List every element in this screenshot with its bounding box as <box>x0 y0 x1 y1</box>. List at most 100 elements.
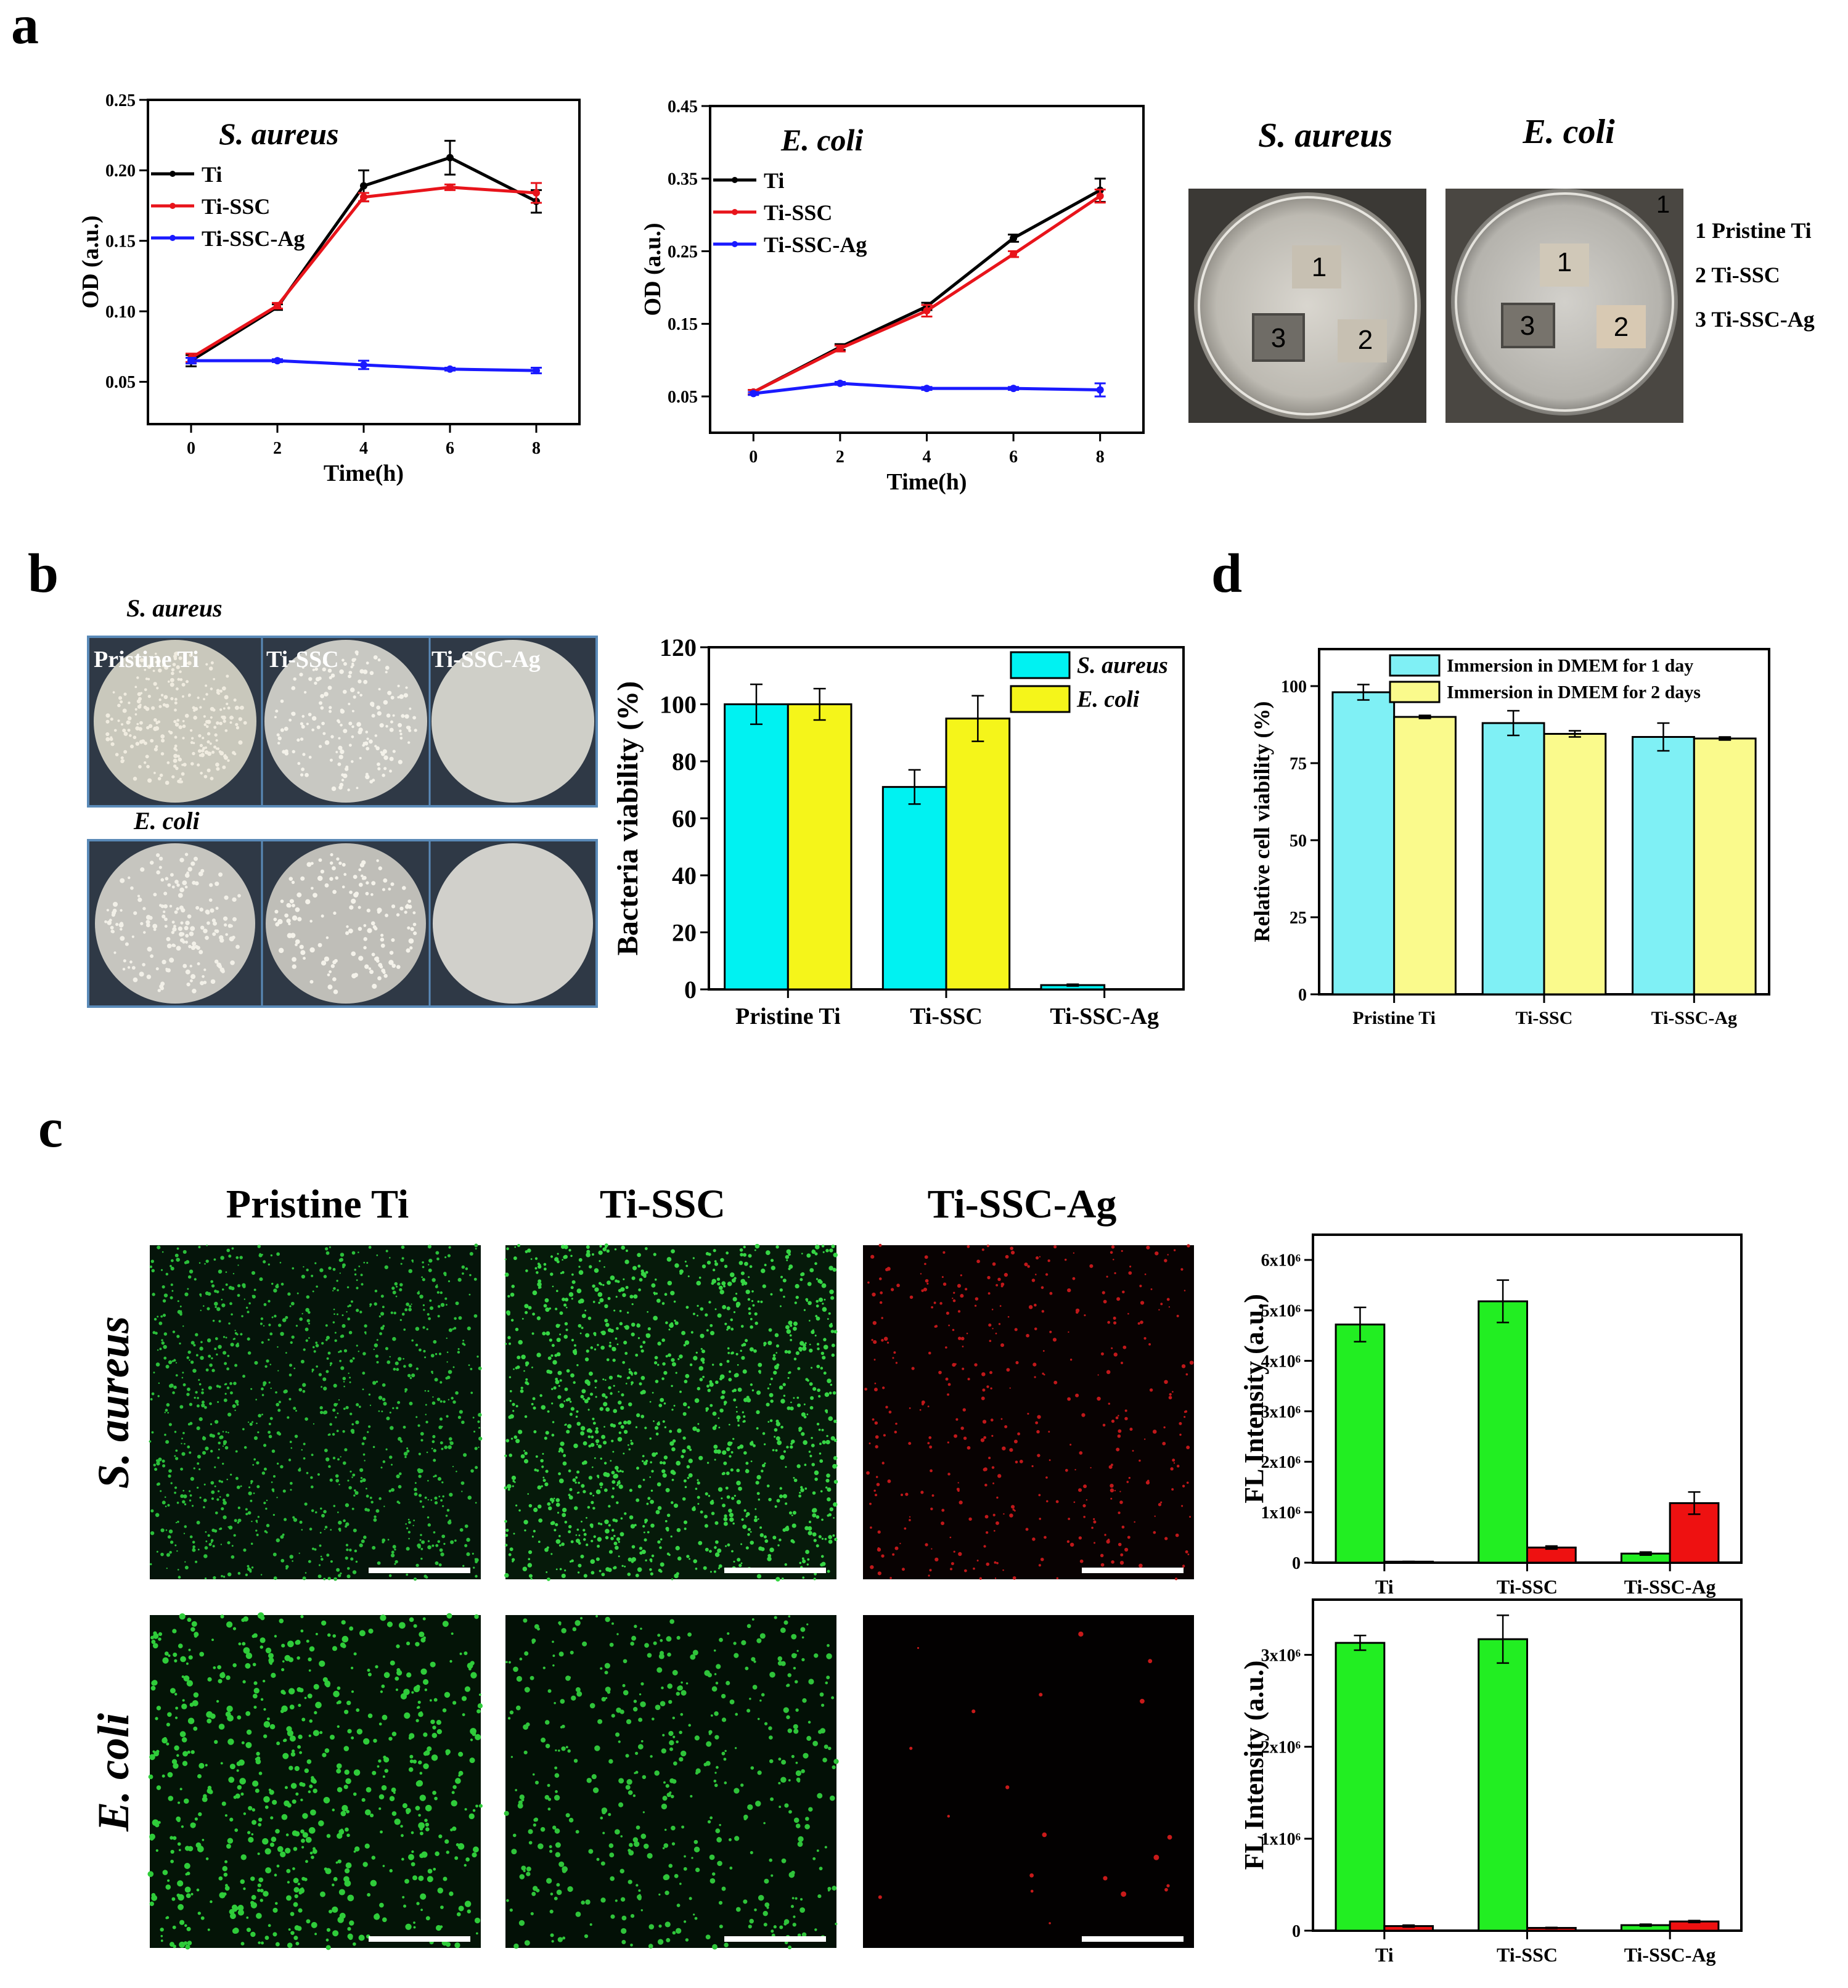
fluorescent-cell <box>189 1269 194 1274</box>
fluorescent-cell <box>271 1836 277 1843</box>
fluorescent-cell <box>420 1431 424 1436</box>
fluorescent-cell <box>696 1428 700 1433</box>
fluorescent-cell <box>928 1574 930 1577</box>
plate-rim <box>1198 196 1417 415</box>
fluorescent-cell <box>314 1711 317 1714</box>
fluorescent-cell <box>591 1466 594 1468</box>
fluorescent-cell <box>979 1577 983 1580</box>
fluorescent-cell <box>443 1400 446 1403</box>
fluorescent-cell <box>812 1513 817 1518</box>
fluorescent-cell <box>257 1516 260 1518</box>
fluorescent-cell <box>740 1562 743 1565</box>
fluorescent-cell <box>218 1679 223 1683</box>
fluorescent-cell <box>822 1757 827 1763</box>
colony <box>234 705 239 710</box>
fluorescent-cell <box>584 1399 589 1404</box>
fluorescent-cell <box>309 1851 313 1855</box>
fluorescent-cell <box>790 1401 792 1404</box>
fluorescent-cell <box>372 1446 375 1449</box>
fluorescent-cell <box>716 1277 721 1281</box>
fluorescent-cell <box>179 1613 186 1620</box>
fluorescent-cell <box>938 1370 942 1375</box>
fluorescent-cell <box>1119 1560 1124 1565</box>
colony <box>145 755 149 759</box>
colony <box>214 733 218 737</box>
fluorescent-cell <box>249 1422 253 1426</box>
colony <box>158 698 161 702</box>
fluorescent-cell <box>809 1348 813 1353</box>
fluorescent-cell <box>629 1843 633 1847</box>
colony <box>305 772 309 777</box>
fluorescent-cell <box>613 1309 616 1312</box>
fluorescent-cell <box>682 1412 687 1416</box>
fluorescent-cell <box>618 1802 624 1807</box>
fluorescent-cell <box>714 1552 720 1557</box>
fluorescent-cell <box>929 1445 933 1449</box>
fluorescent-cell <box>319 1891 325 1897</box>
fluorescent-cell <box>787 1376 790 1379</box>
colony <box>175 687 179 690</box>
plate-photos-a: S. aureus E. coli 1 2 3 1 2 3 1 1 Pristi… <box>1188 113 1815 423</box>
fluorescent-cell <box>999 1305 1002 1307</box>
data-point <box>446 183 454 191</box>
fluorescent-cell <box>875 1435 879 1439</box>
colony <box>317 875 323 882</box>
fluorescent-cell <box>248 1491 252 1495</box>
colony <box>356 653 359 656</box>
fluorescent-cell <box>547 1356 552 1360</box>
fluorescent-cell <box>302 1389 306 1393</box>
colony <box>213 921 217 926</box>
fluorescent-cell <box>734 1373 739 1378</box>
fluorescent-cell <box>984 1483 987 1487</box>
data-point <box>446 153 454 162</box>
fluorescent-cell <box>408 1363 412 1368</box>
fluorescent-cell <box>802 1559 806 1563</box>
fluorescent-cell <box>293 1887 300 1893</box>
fluorescent-cell <box>952 1328 955 1331</box>
fluorescent-cell <box>407 1518 410 1521</box>
fluorescent-cell <box>415 1327 420 1331</box>
fluorescent-cell <box>1185 1550 1188 1553</box>
fluorescent-cell <box>160 1552 164 1556</box>
fluorescent-cell <box>1124 1409 1127 1412</box>
fluorescent-cell <box>452 1328 454 1330</box>
fluorescent-cell <box>1108 1465 1113 1469</box>
colony <box>373 655 378 660</box>
colony <box>291 880 295 884</box>
fluorescent-cell <box>438 1834 443 1839</box>
colony <box>404 714 409 719</box>
fluorescent-cell <box>298 1552 300 1554</box>
fluorescent-cell <box>299 1520 303 1524</box>
fluorescent-cell <box>700 1333 705 1338</box>
fluorescent-cell <box>604 1304 608 1309</box>
fluorescent-cell <box>689 1897 692 1900</box>
colony <box>129 744 134 749</box>
fluorescent-cell <box>877 1547 881 1552</box>
colony <box>213 745 217 749</box>
fluorescent-cell <box>819 1459 824 1463</box>
fluorescent-cell <box>576 1528 579 1531</box>
colony <box>380 943 385 948</box>
fluorescent-cell <box>592 1301 595 1303</box>
legend-marker <box>732 209 738 215</box>
fluorescent-cell <box>714 1540 719 1544</box>
colony <box>143 931 146 934</box>
fluorescent-cell <box>251 1895 256 1900</box>
colony <box>370 893 374 896</box>
fluorescent-cell <box>728 1370 732 1373</box>
fluorescent-cell <box>250 1931 256 1937</box>
fluorescent-cell <box>158 1382 160 1385</box>
fluorescent-cell <box>255 1529 258 1532</box>
colony <box>219 708 223 711</box>
fluorescent-cell <box>870 1565 874 1569</box>
fluorescent-cell <box>612 1518 616 1522</box>
fluorescent-cell <box>336 1769 341 1774</box>
fluorescent-cell <box>561 1450 564 1453</box>
fluorescent-cell <box>227 1354 230 1357</box>
colony <box>104 920 107 923</box>
fluorescent-cell <box>356 1286 359 1290</box>
fluorescent-cell <box>574 1506 578 1510</box>
fluorescent-cell <box>350 1557 354 1561</box>
plate-legend-item: 2 Ti-SSC <box>1695 263 1780 287</box>
fluorescent-cell <box>1002 1446 1006 1450</box>
